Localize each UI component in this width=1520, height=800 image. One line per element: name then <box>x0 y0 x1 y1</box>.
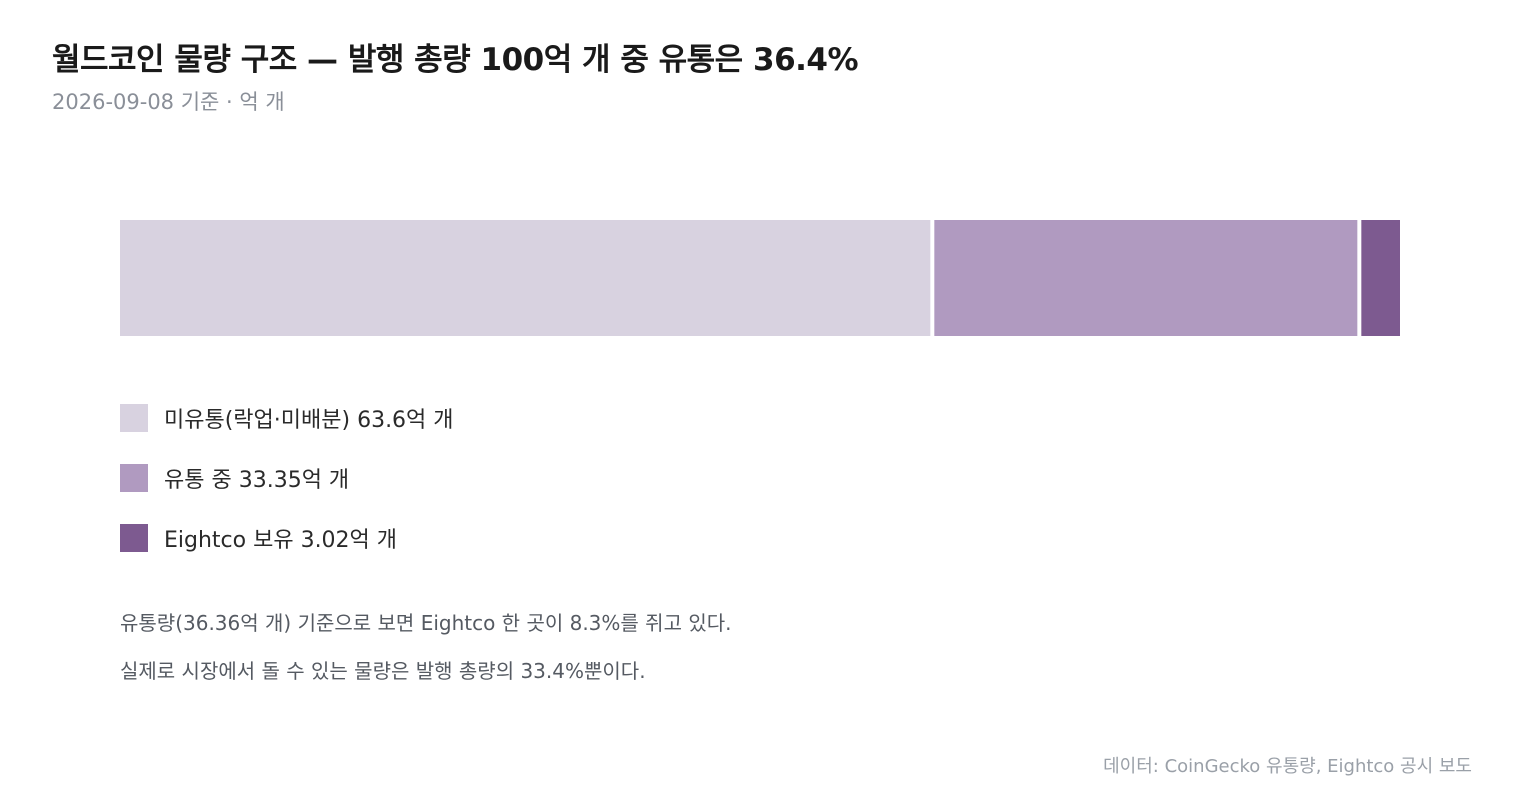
note-line-1: 유통량(36.36억 개) 기준으로 보면 Eightco 한 곳이 8.3%를… <box>120 611 732 635</box>
legend-swatch-circulating <box>120 464 148 492</box>
legend-label-eightco: Eightco 보유 3.02억 개 <box>164 528 398 553</box>
legend-item-unreleased: 미유통(락업·미배분) 63.6억 개 <box>120 388 454 448</box>
source-note: 데이터: CoinGecko 유통량, Eightco 공시 보도 <box>1103 756 1472 777</box>
bar-segment-circulating <box>934 220 1358 336</box>
note-line-2: 실제로 시장에서 돌 수 있는 물량은 발행 총량의 33.4%뿐이다. <box>120 659 646 683</box>
legend-item-eightco: Eightco 보유 3.02억 개 <box>120 508 454 568</box>
bar-segment-eightco <box>1361 220 1400 336</box>
legend-swatch-unreleased <box>120 404 148 432</box>
chart-subtitle: 2026-09-08 기준 · 억 개 <box>52 90 285 114</box>
legend-label-circulating: 유통 중 33.35억 개 <box>164 468 350 493</box>
bar-segment-unreleased <box>120 220 931 336</box>
legend-item-circulating: 유통 중 33.35억 개 <box>120 448 454 508</box>
legend-swatch-eightco <box>120 524 148 552</box>
notes: 유통량(36.36억 개) 기준으로 보면 Eightco 한 곳이 8.3%를… <box>120 606 731 702</box>
legend-label-unreleased: 미유통(락업·미배분) 63.6억 개 <box>164 408 454 433</box>
legend: 미유통(락업·미배분) 63.6억 개 유통 중 33.35억 개 Eightc… <box>120 388 454 568</box>
chart-title: 월드코인 물량 구조 — 발행 총량 100억 개 중 유통은 36.4% <box>52 42 859 78</box>
